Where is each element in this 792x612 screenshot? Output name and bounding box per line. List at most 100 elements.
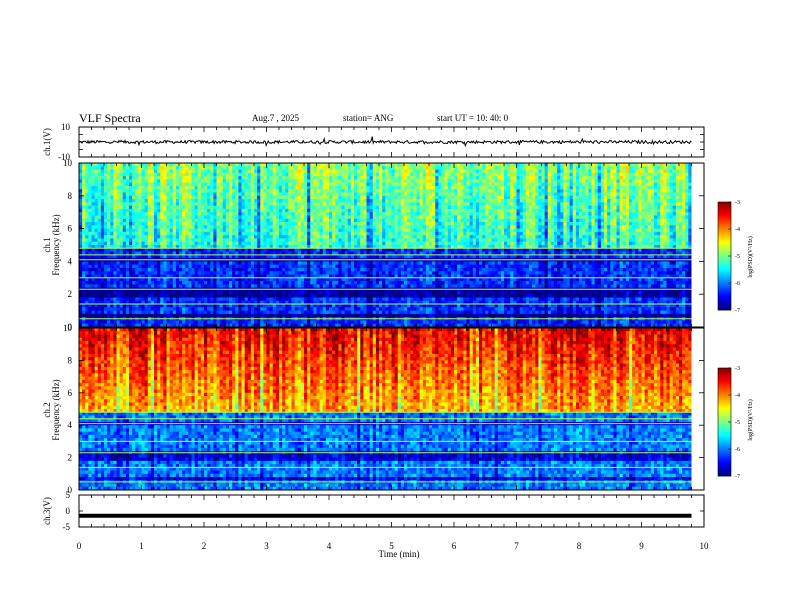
spectrogram-cell	[419, 172, 424, 177]
spectrogram-cell	[107, 199, 111, 203]
spectrogram-cell	[525, 212, 530, 216]
spectrogram-cell	[363, 166, 367, 170]
spectrogram-cell	[88, 202, 92, 207]
spectrogram-cell	[404, 185, 408, 190]
spectrogram-cell	[547, 182, 552, 187]
spectrogram-cell	[622, 182, 627, 187]
spectrogram-cell	[197, 185, 202, 190]
spectrogram-cell	[354, 205, 358, 210]
spectrogram-cell	[310, 199, 314, 203]
spectrogram-cell	[688, 218, 692, 223]
spectrogram-cell	[516, 231, 521, 236]
spectrogram-cell	[335, 163, 339, 167]
spectrogram-cell	[666, 218, 671, 223]
spectrogram-cell	[522, 182, 527, 187]
spectrogram-cell	[504, 215, 508, 220]
spectrogram-cell	[357, 199, 361, 203]
spectrogram-cell	[275, 241, 280, 246]
spectrogram-cell	[241, 163, 246, 167]
spectrogram-cell	[266, 241, 271, 246]
spectrogram-cell	[372, 199, 377, 203]
spectrogram-cell	[91, 199, 96, 203]
spectrogram-cell	[566, 192, 571, 197]
spectrogram-cell	[197, 208, 202, 213]
spectrogram-cell	[650, 205, 655, 210]
spectrogram-cell	[291, 205, 296, 210]
spectrogram-cell	[504, 241, 508, 246]
spectrogram-cell	[466, 192, 471, 197]
spectrogram-cell	[279, 199, 283, 203]
spectrogram-cell	[88, 212, 92, 216]
spectrogram-cell	[685, 189, 689, 193]
spectrogram-cell	[650, 199, 655, 203]
spectrogram-cell	[366, 176, 371, 180]
spectrogram-cell	[247, 225, 252, 229]
spectrogram-cell	[79, 215, 83, 220]
spectrogram-cell	[210, 231, 214, 236]
spectrogram-cell	[163, 195, 167, 200]
spectrogram-cell	[397, 176, 402, 180]
spectrogram-cell	[607, 225, 611, 229]
spectrogram-cell	[79, 172, 83, 177]
spectrogram-cell	[413, 192, 417, 197]
spectrogram-cell	[232, 235, 236, 239]
spectrogram-cell	[279, 195, 283, 200]
spectrogram-cell	[154, 208, 158, 213]
spectrogram-cell	[485, 208, 489, 213]
spectrogram-cell	[85, 202, 89, 207]
spectrogram-cell	[363, 235, 367, 239]
spectrogram-cell	[438, 172, 442, 177]
spectrogram-cell	[385, 199, 389, 203]
spectrogram-cell	[297, 238, 302, 243]
spectrogram-cell	[522, 163, 527, 167]
spectrogram-cell	[457, 185, 461, 190]
spectrogram-cell	[588, 166, 592, 170]
spectrogram-cell	[325, 205, 330, 210]
spectrogram-cell	[550, 166, 555, 170]
spectrogram-cell	[372, 185, 377, 190]
spectrogram-cell	[135, 163, 139, 167]
spectrogram-cell	[157, 241, 161, 246]
spectrogram-cell	[557, 166, 561, 170]
spectrogram-cell	[460, 202, 464, 207]
spectrogram-cell	[675, 205, 680, 210]
spectrogram-cell	[122, 235, 127, 239]
spectrogram-cell	[266, 212, 271, 216]
spectrogram-cell	[613, 166, 617, 170]
spectrogram-cell	[119, 172, 124, 177]
spectrogram-cell	[82, 218, 86, 223]
spectrogram-cell	[432, 189, 436, 193]
spectrogram-cell	[413, 202, 417, 207]
spectrogram-cell	[641, 215, 646, 220]
spectrogram-cell	[500, 179, 505, 184]
spectrogram-cell	[222, 225, 227, 229]
spectrogram-cell	[600, 208, 605, 213]
spectrogram-cell	[100, 195, 105, 200]
spectrogram-cell	[482, 205, 486, 210]
spectrogram-cell	[604, 235, 608, 239]
spectrogram-cell	[541, 238, 546, 243]
spectrogram-cell	[672, 199, 677, 203]
spectrogram-cell	[147, 215, 152, 220]
spectrogram-cell	[372, 192, 377, 197]
spectrogram-cell	[338, 241, 342, 246]
spectrogram-cell	[591, 163, 596, 167]
spectrogram-cell	[232, 185, 236, 190]
spectrogram-cell	[147, 205, 152, 210]
spectrogram-cell	[141, 235, 146, 239]
spectrogram-cell	[519, 205, 524, 210]
spectrogram-cell	[422, 199, 427, 203]
spectrogram-cell	[338, 192, 342, 197]
spectrogram-cell	[116, 189, 121, 193]
spectrogram-cell	[516, 212, 521, 216]
spectrogram-cell	[204, 245, 208, 249]
spectrogram-cell	[538, 166, 542, 170]
spectrogram-cell	[144, 212, 149, 216]
spectrogram-cell	[325, 192, 330, 197]
spectrogram-cell	[485, 222, 489, 226]
spectrogram-cell	[338, 166, 342, 170]
spectrogram-cell	[429, 241, 433, 246]
spectrogram-cell	[79, 182, 83, 187]
spectrogram-cell	[513, 195, 517, 200]
spectrogram-cell	[632, 205, 636, 210]
